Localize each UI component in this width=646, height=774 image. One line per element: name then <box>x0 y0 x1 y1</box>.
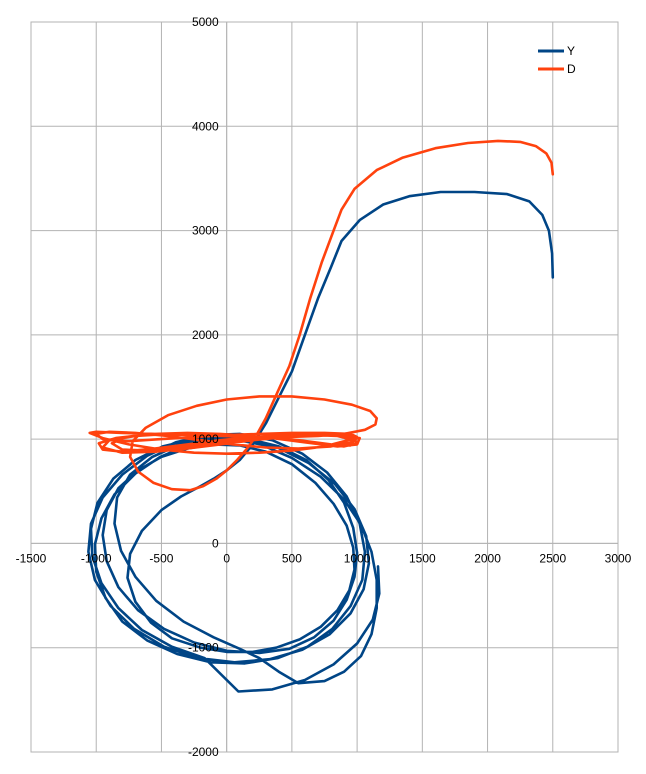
axes <box>31 22 618 752</box>
y-tick-label: -1000 <box>188 641 219 655</box>
y-tick-label: 4000 <box>192 119 219 133</box>
x-tick-label: -500 <box>149 551 173 565</box>
x-tick-label: 500 <box>282 551 302 565</box>
legend-label-y: Y <box>567 44 575 58</box>
series-line-y <box>87 190 555 693</box>
x-tick-label: 1000 <box>344 551 371 565</box>
legend: YD <box>538 44 576 76</box>
series-line-d <box>88 139 555 492</box>
grid-lines <box>30 21 619 753</box>
x-tick-label: -1000 <box>81 551 112 565</box>
x-tick-label: 2000 <box>474 551 501 565</box>
y-tick-label: 5000 <box>192 15 219 29</box>
y-tick-label: 2000 <box>192 328 219 342</box>
x-tick-label: 3000 <box>605 551 632 565</box>
plot-frame <box>30 21 619 753</box>
legend-label-d: D <box>567 62 576 76</box>
tick-labels: -1500 -1000 -500 0 500 1000 1500 2000 2500 3000 -2… <box>16 15 632 759</box>
data-series <box>87 139 555 693</box>
x-tick-label: -1500 <box>16 551 47 565</box>
x-tick-label: 1500 <box>409 551 436 565</box>
y-tick-label: 1000 <box>192 432 219 446</box>
x-tick-label: 0 <box>223 551 230 565</box>
x-tick-label: 2500 <box>539 551 566 565</box>
y-tick-label: 0 <box>212 536 219 550</box>
y-tick-label: -2000 <box>188 745 219 759</box>
y-tick-label: 3000 <box>192 224 219 238</box>
plot-border <box>30 21 619 753</box>
